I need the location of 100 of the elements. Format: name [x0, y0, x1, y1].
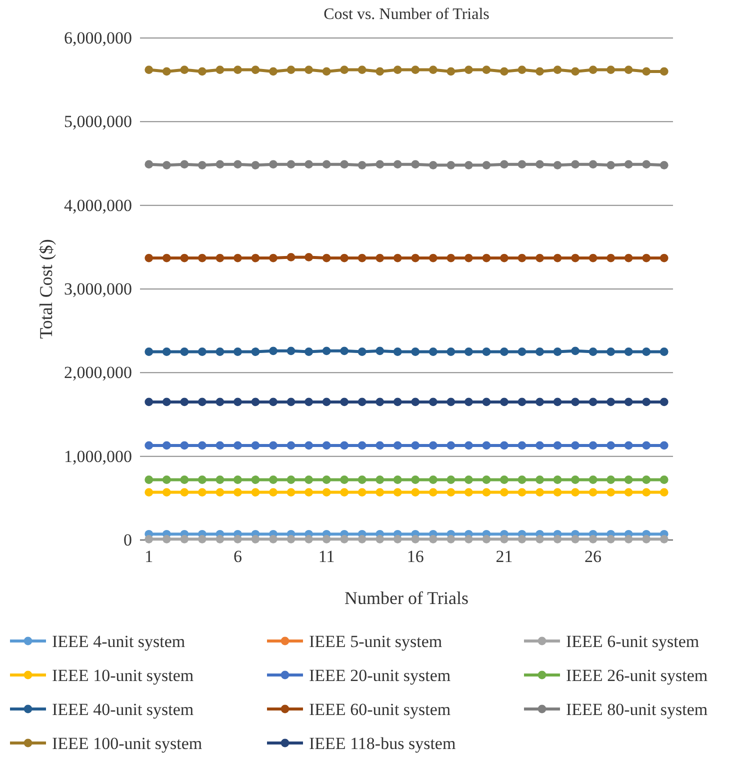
- point: [571, 476, 580, 484]
- point: [588, 534, 598, 544]
- x-tick-label: 1: [144, 547, 154, 566]
- point: [624, 254, 633, 262]
- point: [180, 488, 189, 497]
- point: [571, 534, 580, 544]
- point: [553, 441, 562, 450]
- point: [180, 441, 189, 450]
- point: [518, 534, 526, 544]
- point: [234, 348, 242, 356]
- point: [660, 534, 668, 544]
- point: [180, 476, 189, 484]
- point: [588, 441, 598, 450]
- point: [358, 441, 366, 450]
- point: [304, 66, 313, 74]
- legend-label: IEEE 5-unit system: [309, 632, 442, 651]
- point: [642, 348, 651, 356]
- point: [411, 441, 420, 450]
- point: [428, 534, 438, 544]
- point: [606, 488, 616, 497]
- point: [500, 534, 508, 544]
- point: [606, 66, 616, 74]
- point: [428, 398, 438, 406]
- point: [376, 254, 384, 262]
- point: [269, 488, 278, 497]
- point: [606, 476, 616, 484]
- point: [376, 488, 384, 497]
- point: [322, 488, 331, 497]
- point: [571, 398, 580, 406]
- point: [482, 398, 491, 406]
- point: [269, 254, 278, 262]
- point: [446, 67, 456, 76]
- point: [304, 441, 313, 450]
- point: [571, 67, 580, 76]
- point: [518, 441, 526, 450]
- point: [144, 66, 154, 74]
- point: [606, 441, 616, 450]
- point: [428, 348, 438, 356]
- point: [642, 398, 651, 406]
- point: [536, 160, 544, 169]
- y-tick-label: 2,000,000: [64, 363, 132, 382]
- point: [340, 160, 349, 169]
- point: [518, 476, 526, 484]
- y-tick-label: 6,000,000: [64, 28, 132, 48]
- point: [216, 160, 224, 169]
- point: [553, 488, 562, 497]
- point: [162, 476, 171, 484]
- legend-label: IEEE 20-unit system: [309, 666, 451, 685]
- point: [411, 488, 420, 497]
- point: [144, 160, 154, 169]
- point: [216, 534, 224, 544]
- point: [393, 441, 402, 450]
- y-tick-label: 5,000,000: [64, 112, 132, 132]
- point: [464, 441, 473, 450]
- point: [304, 348, 313, 356]
- point: [251, 476, 260, 484]
- point: [198, 488, 206, 497]
- point: [642, 441, 651, 450]
- point: [660, 441, 668, 450]
- point: [446, 254, 456, 262]
- point: [304, 160, 313, 169]
- point: [216, 441, 224, 450]
- point: [144, 254, 154, 262]
- point: [393, 488, 402, 497]
- point: [411, 534, 420, 544]
- x-tick-label: 6: [233, 547, 242, 566]
- y-tick-label: 3,000,000: [64, 279, 132, 298]
- point: [162, 160, 171, 170]
- point: [304, 488, 313, 497]
- point: [464, 254, 473, 262]
- point: [482, 534, 491, 544]
- x-tick-label: 21: [496, 547, 513, 566]
- point: [642, 534, 651, 544]
- point: [446, 348, 456, 356]
- point: [660, 67, 668, 76]
- point: [393, 254, 402, 262]
- point: [340, 476, 349, 484]
- point: [304, 534, 313, 544]
- point: [624, 348, 633, 356]
- chart-title: Cost vs. Number of Trials: [324, 6, 490, 23]
- point: [464, 348, 473, 356]
- point: [393, 66, 402, 74]
- point: [180, 398, 189, 406]
- point: [269, 441, 278, 450]
- point: [588, 476, 598, 484]
- point: [198, 398, 206, 406]
- point: [536, 441, 544, 450]
- point: [411, 348, 420, 356]
- point: [340, 254, 349, 262]
- point: [464, 488, 473, 497]
- point: [553, 160, 562, 170]
- point: [624, 534, 633, 544]
- point: [340, 441, 349, 450]
- point: [251, 398, 260, 406]
- point: [144, 348, 154, 356]
- point: [536, 398, 544, 406]
- point: [269, 160, 278, 169]
- legend-label: IEEE 118-bus system: [309, 734, 456, 753]
- point: [251, 254, 260, 262]
- point: [571, 441, 580, 450]
